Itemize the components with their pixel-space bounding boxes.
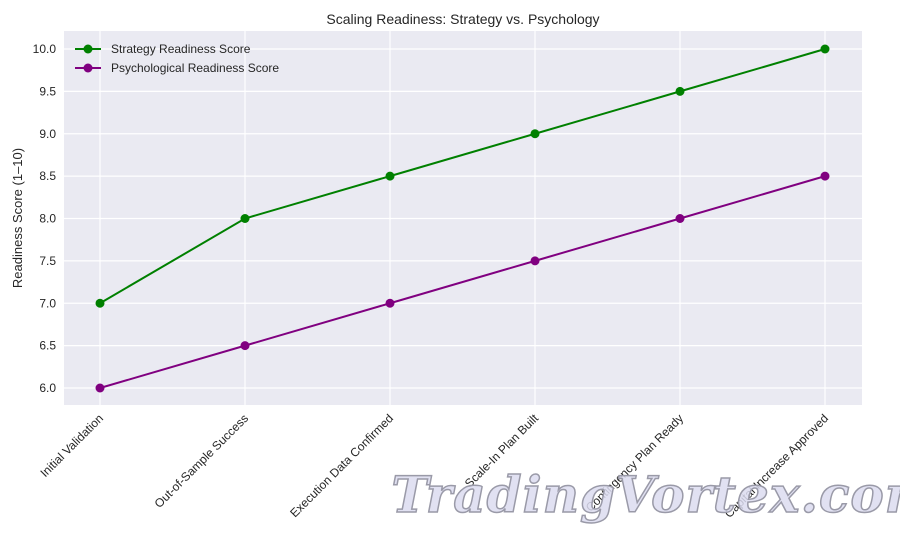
y-tick-label: 10.0 [33,42,57,56]
y-axis-label: Readiness Score (1–10) [10,148,25,288]
y-tick-label: 6.5 [39,339,56,353]
data-point [675,214,685,223]
legend: Strategy Readiness Score Psychological Re… [75,42,279,75]
y-tick-label: 8.5 [39,169,56,183]
x-tick-label: Initial Validation [37,411,106,480]
data-point [820,44,830,54]
legend-marker-icon [83,63,93,73]
legend-marker-icon [83,44,93,54]
x-tick-label: Execution Data Confirmed [287,411,396,520]
watermark: TradingVortex.com [391,465,900,524]
series-line [99,175,826,389]
chart-title: Scaling Readiness: Strategy vs. Psycholo… [326,11,599,27]
series-line [99,48,826,305]
data-point [240,341,250,351]
data-series [95,44,830,393]
y-tick-label: 9.5 [39,84,56,98]
data-point [820,171,830,181]
y-tick-label: 9.0 [39,127,56,141]
data-point [385,298,395,308]
x-tick-label: Out-of-Sample Success [152,411,252,511]
y-tick-label: 7.0 [39,296,56,310]
data-point [385,171,395,181]
data-point [95,383,105,393]
legend-label: Strategy Readiness Score [111,42,251,56]
data-point [530,256,540,266]
data-point [530,129,540,139]
y-tick-label: 8.0 [39,212,56,226]
y-tick-label: 6.0 [39,381,56,395]
legend-label: Psychological Readiness Score [111,61,279,75]
y-axis-ticks: 6.0 6.5 7.0 7.5 8.0 8.5 9.0 9.5 10.0 [33,42,57,395]
y-tick-label: 7.5 [39,254,56,268]
data-point [240,214,250,223]
data-point [95,298,105,308]
data-point [675,86,685,96]
